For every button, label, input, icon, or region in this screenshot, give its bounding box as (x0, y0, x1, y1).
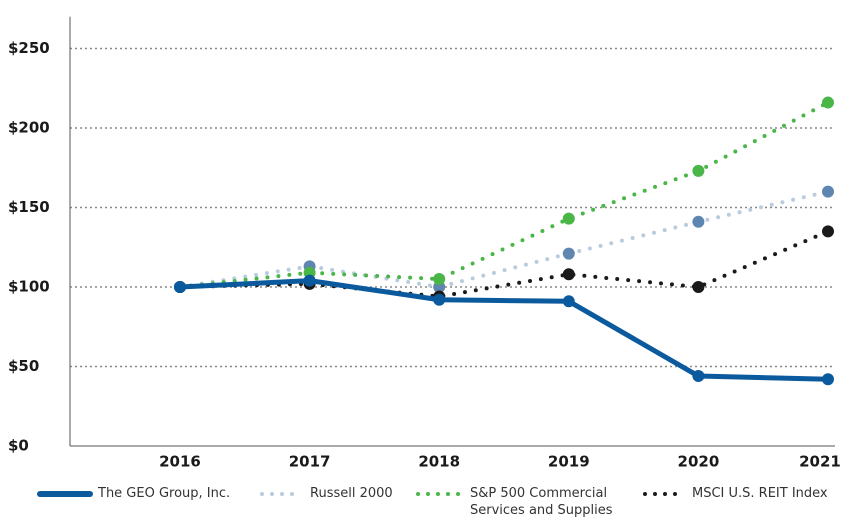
x-tick-label: 2021 (799, 453, 841, 471)
series-line (178, 100, 830, 289)
x-tick-label: 2019 (548, 453, 590, 471)
series-line (178, 229, 830, 299)
y-tick-label: $100 (8, 278, 50, 296)
data-point (692, 281, 705, 293)
data-point (562, 295, 575, 308)
data-point (692, 164, 705, 177)
x-tick-label: 2017 (289, 453, 331, 471)
data-point (822, 96, 834, 109)
y-tick-label: $50 (8, 357, 39, 375)
y-tick-label: $200 (8, 119, 50, 137)
data-point (562, 212, 575, 225)
series-line (178, 189, 830, 289)
data-point (822, 185, 834, 198)
legend-label: Russell 2000 (310, 486, 393, 501)
legend-label: MSCI U.S. REIT Index (692, 486, 828, 501)
data-point (303, 274, 316, 287)
data-point (433, 273, 446, 286)
data-point (822, 225, 834, 238)
data-point (692, 370, 705, 383)
x-tick-label: 2020 (678, 453, 720, 471)
x-tick-label: 2018 (418, 453, 460, 471)
series-line (177, 278, 831, 382)
legend-label: The GEO Group, Inc. (98, 486, 231, 501)
legend-label: S&P 500 Commercial Services and Supplies (470, 486, 613, 518)
y-tick-label: $150 (8, 198, 50, 216)
data-point (562, 247, 575, 260)
data-point (822, 373, 834, 386)
data-point (433, 293, 446, 306)
data-point (562, 268, 575, 281)
data-point (692, 215, 705, 228)
y-tick-label: $250 (8, 39, 50, 57)
x-tick-label: 2016 (159, 453, 201, 471)
y-tick-label: $0 (8, 437, 29, 455)
data-point (174, 281, 186, 293)
